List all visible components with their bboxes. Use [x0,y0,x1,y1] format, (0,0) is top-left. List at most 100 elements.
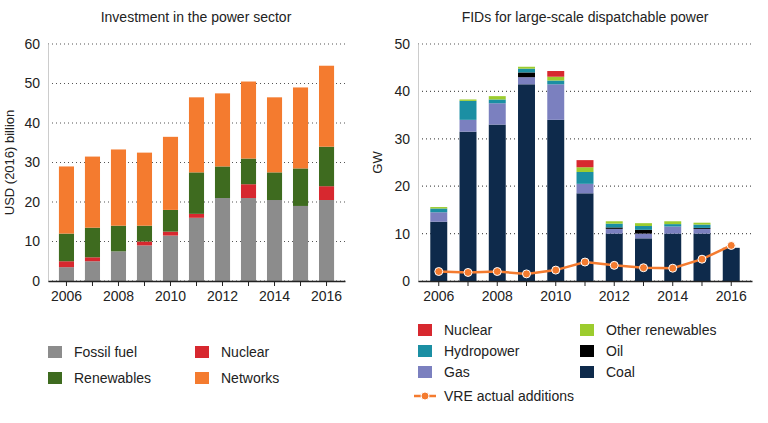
tick: 0 [32,273,48,289]
bar [577,193,594,281]
legend-label: Hydropower [444,343,520,359]
bar-series [430,77,710,238]
bar [635,230,652,234]
marker [464,268,472,276]
tick-label: 2010 [155,288,186,304]
tick: 2010 [540,281,571,304]
axis-title: USD (2016) billion [2,110,17,216]
bar [460,120,477,132]
bar [460,132,477,281]
bar [241,198,256,281]
bar [606,221,623,222]
tick-label: 50 [394,36,410,52]
legend-item: Networks [195,370,279,386]
bar [694,225,711,228]
tick-mark [585,281,586,286]
grid-line [418,43,752,44]
tick [701,281,702,286]
bar [518,66,535,67]
legend: NuclearOther renewablesHydropowerOilGasC… [414,322,717,404]
bar [137,242,152,246]
bar [635,226,652,230]
tick: 0 [402,273,418,289]
bar [59,267,74,281]
tick: 10 [24,233,48,249]
tick [585,281,586,286]
bar [694,229,711,234]
bar [215,93,230,166]
legend-label: Nuclear [444,322,493,338]
bar [489,125,506,281]
bar [293,206,308,281]
tick: 40 [24,115,48,131]
bar [163,137,178,210]
bar [489,99,506,103]
tick [526,281,527,286]
tick-mark [468,281,469,286]
legend: Fossil fuelNuclearRenewablesNetworks [48,344,279,386]
chart-title: FIDs for large-scale dispatchable power [462,9,709,25]
bar [664,224,681,226]
tick-mark [274,281,275,286]
legend-label: Nuclear [221,344,270,360]
bar [85,228,100,258]
bar [606,224,623,228]
bar [111,149,126,225]
bar-series [430,84,739,281]
bar [547,77,564,81]
tick-label: 2008 [103,288,134,304]
tick-mark [438,281,439,286]
chart-title: Investment in the power sector [101,9,292,25]
grid-line [48,43,345,44]
bar [319,147,334,187]
tick: 60 [24,36,48,52]
tick-label: 20 [24,194,40,210]
bar [319,186,334,200]
tick [248,281,249,286]
bar [163,236,178,281]
marker [552,266,560,274]
x-axis: 200620082010201220142016 [49,281,346,304]
tick [643,281,644,286]
tick-label: 50 [24,75,40,91]
bar [267,97,282,172]
tick-label: 10 [24,233,40,249]
bar [606,229,623,234]
bar [577,184,594,193]
bar [163,232,178,236]
bar [430,208,447,212]
legend-label: Other renewables [606,322,717,338]
tick-mark [248,281,249,286]
bar [547,120,564,281]
bar [694,222,711,223]
marker [523,270,531,278]
tick: 40 [394,83,418,99]
legend-marker [421,392,429,400]
bar [723,248,740,281]
bar [518,67,535,69]
bar [489,96,506,99]
bar [59,166,74,233]
legend-label: VRE actual additions [444,388,574,404]
bar [267,172,282,200]
legend-item: VRE actual additions [414,388,574,404]
tick-label: 2008 [482,288,513,304]
tick-label: 60 [24,36,40,52]
legend-swatch [580,324,594,336]
axis-line [48,45,49,282]
legend-item: Hydropower [418,343,520,359]
tick-label: 0 [402,273,410,289]
bar [59,261,74,267]
tick: 20 [394,178,418,194]
legend-swatch [580,345,594,357]
legend-swatch [580,366,594,378]
tick: 2016 [311,281,342,304]
bar [267,200,282,281]
tick-label: 40 [394,83,410,99]
bar [635,223,652,226]
legend-swatch [48,346,62,358]
bar [664,234,681,281]
chart-1: FIDs for large-scale dispatchable powerG… [370,9,753,404]
grid-line [418,91,752,92]
tick-mark [701,281,702,286]
